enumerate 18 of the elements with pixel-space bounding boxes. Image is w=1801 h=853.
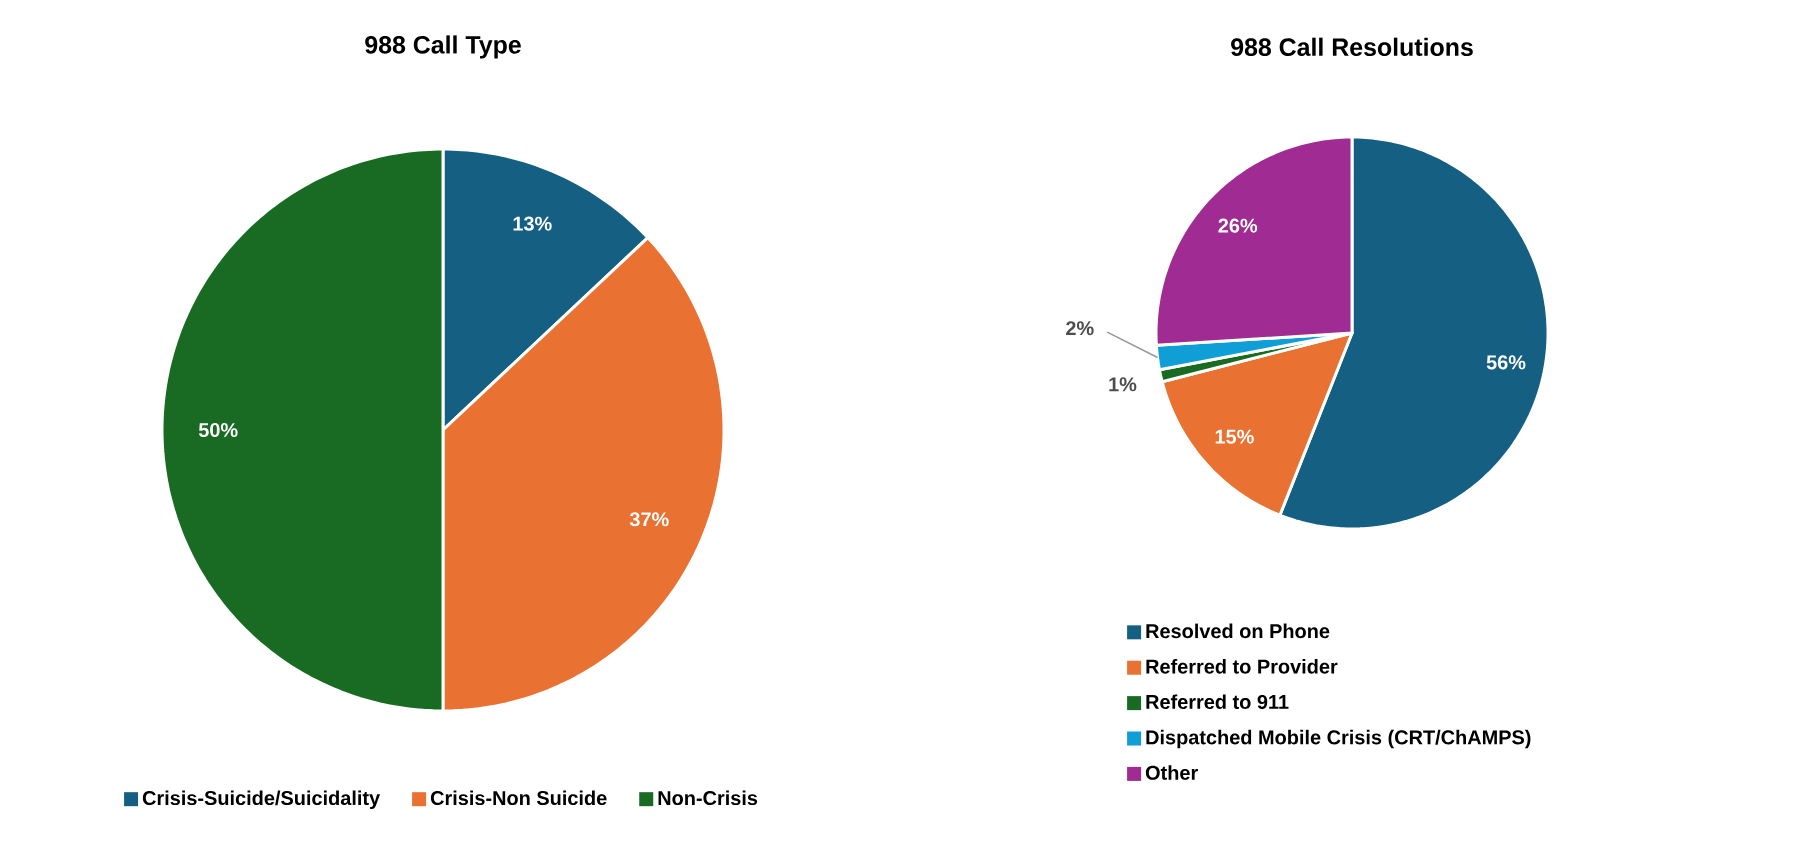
data-label: 50% [198,422,238,438]
legend-label: Referred to Provider [1146,659,1338,674]
legend-label: Referred to 911 [1146,694,1289,710]
data-label: 15% [1215,429,1254,444]
data-label: 26% [1218,218,1258,233]
legend-label: Crisis-Suicide/Suicidality [142,790,381,810]
data-label: 1% [1109,377,1137,392]
data-label: 56% [1486,355,1526,370]
legend-label: Non-Crisis [658,790,758,806]
legend-label: Dispatched Mobile Crisis (CRT/ChAMPS) [1146,729,1531,749]
legend-label: Resolved on Phone [1146,623,1330,639]
data-label: 37% [629,512,669,527]
chart-title: 988 Call Resolutions [1231,37,1473,56]
data-label: 2% [1066,321,1094,336]
data-label: 13% [513,216,552,231]
legend-label: Crisis-Non Suicide [430,790,607,806]
chart-title: 988 Call Type [365,35,521,59]
legend-label: Other [1145,765,1198,780]
